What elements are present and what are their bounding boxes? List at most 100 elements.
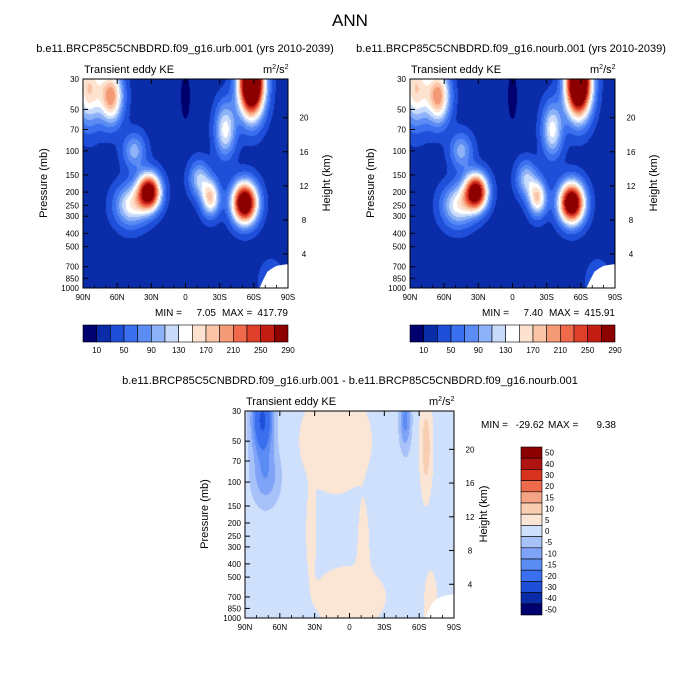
panel-nourb-subtitle: Transient eddy KE <box>411 64 501 76</box>
colorbar-label: 90 <box>147 346 156 355</box>
y-tick-label: 70 <box>70 126 79 135</box>
colorbar-box <box>560 324 575 343</box>
y-tick-label: 500 <box>228 573 242 582</box>
panel-urb-field <box>83 79 288 288</box>
colorbar-box <box>520 569 543 582</box>
y-tick-label: 70 <box>232 457 241 466</box>
colorbar-label: 10 <box>92 346 101 355</box>
colorbar-box <box>82 324 97 343</box>
panel-diff-subtitle: Transient eddy KE <box>246 396 336 408</box>
colorbar-box <box>96 324 111 343</box>
y-tick-label: 200 <box>228 519 242 528</box>
y-tick-label: 250 <box>393 201 407 210</box>
terrain-mask <box>586 264 615 288</box>
panel-urb-min-label: MIN = <box>155 308 182 319</box>
heatmap-image <box>410 79 615 288</box>
panel-diff-units: m2/s2 <box>429 396 455 408</box>
y-tick-label: 100 <box>66 147 80 156</box>
x-tick-label: 90S <box>281 293 295 302</box>
colorbar-label: 130 <box>172 346 186 355</box>
panel-nourb-field <box>410 79 615 288</box>
panel-diff-field <box>245 411 454 618</box>
x-tick-label: 90N <box>238 623 253 632</box>
colorbar-box <box>520 525 543 537</box>
colorbar-label: 290 <box>608 346 622 355</box>
x-tick-label: 0 <box>183 293 188 302</box>
x-tick-label: 60S <box>574 293 588 302</box>
colorbar-box <box>520 581 543 593</box>
x-tick-label: 60N <box>110 293 125 302</box>
panel-diff-min-value: -29.62 <box>516 420 545 431</box>
y-tick-label: 300 <box>393 212 407 221</box>
panel-nourb-units: m2/s2 <box>590 64 616 76</box>
y-tick-label: 70 <box>397 126 406 135</box>
colorbar-box <box>192 324 207 343</box>
height-tick-label: 16 <box>300 148 309 157</box>
panel-nourb-min-label: MIN = <box>482 308 509 319</box>
panel-nourb-max-value: 415.91 <box>584 308 615 319</box>
colorbar-label: 90 <box>474 346 483 355</box>
colorbar-label: -40 <box>545 594 557 603</box>
y-tick-label: 700 <box>228 593 242 602</box>
y-tick-label: 150 <box>228 502 242 511</box>
height-tick-label: 8 <box>629 216 634 225</box>
colorbar-box <box>520 457 543 470</box>
colorbar-label: 130 <box>499 346 513 355</box>
y-tick-label: 500 <box>66 243 80 252</box>
colorbar-box <box>123 324 138 343</box>
x-tick-label: 60S <box>412 623 426 632</box>
height-tick-label: 4 <box>468 580 473 589</box>
terrain-mask <box>425 594 454 618</box>
x-tick-label: 60N <box>437 293 452 302</box>
panel-urb-max-label: MAX = <box>222 308 252 319</box>
colorbar-box <box>520 491 543 504</box>
terrain-mask <box>259 264 288 288</box>
height-tick-label: 16 <box>466 479 475 488</box>
x-tick-label: 90S <box>447 623 461 632</box>
height-tick-label: 8 <box>302 216 307 225</box>
colorbar-box <box>520 603 543 616</box>
height-tick-label: 16 <box>627 148 636 157</box>
panel-diff: b.e11.BRCP85C5CNBDRD.f09_g16.urb.001 - b… <box>122 375 616 632</box>
y-tick-label: 100 <box>393 147 407 156</box>
colorbar-label: 210 <box>227 346 241 355</box>
panel-nourb: b.e11.BRCP85C5CNBDRD.f09_g16.nourb.001 (… <box>356 43 666 355</box>
colorbar-box <box>587 324 602 343</box>
colorbar-box <box>519 324 534 343</box>
y-tick-label: 150 <box>393 171 407 180</box>
colorbar-box <box>246 324 261 343</box>
colorbar-label: -50 <box>545 605 557 614</box>
panel-nourb-colorbar: 10 50 90 130 170 210 250 290 <box>409 324 622 355</box>
colorbar-label: 50 <box>545 449 554 458</box>
colorbar-box <box>520 446 543 459</box>
panel-urb-min-value: 7.05 <box>197 308 217 319</box>
y-tick-label: 250 <box>228 532 242 541</box>
panel-diff-ylabel-right: Height (km) <box>478 486 490 543</box>
x-tick-label: 30S <box>377 623 391 632</box>
colorbar-label: 30 <box>545 471 554 480</box>
panel-urb-ylabel: Pressure (mb) <box>38 148 50 218</box>
panel-urb-max-value: 417.79 <box>257 308 288 319</box>
colorbar-box <box>110 324 125 343</box>
y-tick-label: 400 <box>66 229 80 238</box>
x-tick-label: 90N <box>76 293 91 302</box>
x-tick-label: 90N <box>403 293 418 302</box>
panel-urb-title: b.e11.BRCP85C5CNBDRD.f09_g16.urb.001 (yr… <box>36 43 334 55</box>
colorbar-box <box>178 324 193 343</box>
y-tick-label: 400 <box>393 229 407 238</box>
colorbar-label: -20 <box>545 572 557 581</box>
y-tick-label: 500 <box>393 243 407 252</box>
colorbar-box <box>532 324 547 343</box>
height-tick-label: 4 <box>302 250 307 259</box>
height-tick-label: 12 <box>627 182 636 191</box>
panel-urb: b.e11.BRCP85C5CNBDRD.f09_g16.urb.001 (yr… <box>36 43 334 355</box>
panel-urb-colorbar: 10 50 90 130 170 210 250 290 <box>82 324 295 355</box>
y-tick-label: 850 <box>228 604 242 613</box>
height-tick-label: 12 <box>466 513 475 522</box>
colorbar-box <box>520 502 543 515</box>
colorbar-box <box>151 324 166 343</box>
x-tick-label: 0 <box>510 293 515 302</box>
colorbar-label: 20 <box>545 482 554 491</box>
